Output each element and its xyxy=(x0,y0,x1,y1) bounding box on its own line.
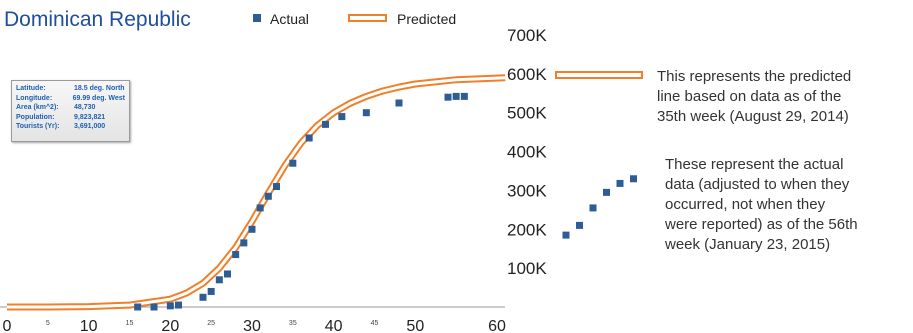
x-tick-label: 20 xyxy=(161,318,179,333)
actual-point xyxy=(362,109,370,117)
info-label: Latitude: xyxy=(16,85,46,92)
predicted-line-core xyxy=(7,76,506,309)
x-tick-label: 50 xyxy=(406,318,424,333)
x-tick-label-minor: 15 xyxy=(126,320,134,327)
predicted-line xyxy=(7,74,506,311)
info-row-longitude: Longitude: 69.99 deg. West xyxy=(16,94,125,104)
actual-point xyxy=(232,251,240,259)
x-tick-label-minor: 25 xyxy=(207,320,215,327)
annotation-predicted: This represents the predicted line based… xyxy=(657,68,851,125)
actual-point xyxy=(322,120,329,128)
info-label: Longitude: xyxy=(16,94,53,102)
actual-point xyxy=(460,92,468,100)
info-row-latitude: Latitude: 18.5 deg. North xyxy=(16,84,125,94)
annotation-predicted-line-2: line based on data as of the xyxy=(657,88,841,105)
y-tick-label: 300K xyxy=(507,181,547,200)
actual-point xyxy=(134,303,142,311)
actual-point xyxy=(199,293,207,301)
y-tick-label: 600K xyxy=(507,65,547,84)
info-value: 3,691,000 xyxy=(74,123,106,130)
legend: Actual Predicted xyxy=(253,11,456,27)
annotation-predicted-line-3: 35th week (August 29, 2014) xyxy=(657,108,849,125)
info-row-tourists: Tourists (Yr): 3,691,000 xyxy=(16,122,125,132)
annotation-actual-line-2: data (adjusted to when they xyxy=(665,176,850,193)
info-value: 9,823,821 xyxy=(74,113,106,121)
legend-actual-marker xyxy=(253,14,261,22)
x-tick-label: 60 xyxy=(488,318,506,333)
predicted-callout-line xyxy=(555,71,643,79)
annotation-actual-line-3: occurred, not when they xyxy=(665,196,826,213)
annotation-predicted-line-1: This represents the predicted xyxy=(657,68,851,85)
actual-point xyxy=(452,92,460,100)
legend-actual-label: Actual xyxy=(270,11,309,27)
actual-point xyxy=(150,303,158,311)
info-value: 48,730 xyxy=(74,104,96,111)
actual-point xyxy=(273,183,280,191)
inset-actual-point xyxy=(562,231,570,239)
actual-point xyxy=(395,99,403,107)
actual-point xyxy=(224,270,231,278)
actual-point xyxy=(248,225,256,233)
y-tick-label: 200K xyxy=(507,220,547,239)
info-row-area: Area (km^2): 48,730 xyxy=(16,103,125,113)
x-tick-label-minor: 35 xyxy=(289,320,297,327)
y-tick-label: 700K xyxy=(507,26,547,45)
actual-point xyxy=(166,302,174,310)
legend-predicted-label: Predicted xyxy=(397,11,456,27)
chart-title: Dominican Republic xyxy=(4,8,191,31)
inset-actual-point xyxy=(589,204,597,212)
inset-actual-point xyxy=(630,175,637,183)
x-tick-label-minor: 5 xyxy=(46,320,50,327)
legend-predicted-line xyxy=(348,14,387,22)
actual-point xyxy=(264,192,272,200)
actual-point xyxy=(305,134,313,142)
info-row-population: Population: 9,823,821 xyxy=(16,113,125,123)
inset-actual-markers xyxy=(562,175,637,239)
annotation-actual-line-1: These represent the actual xyxy=(665,156,843,173)
country-info-box: Latitude: 18.5 deg. North Longitude: 69.… xyxy=(11,80,130,142)
actual-point xyxy=(444,93,452,101)
inset-actual-point xyxy=(603,188,610,196)
inset-actual-point xyxy=(576,221,583,229)
actual-point xyxy=(207,287,215,295)
x-tick-label: 40 xyxy=(325,318,343,333)
actual-point xyxy=(256,204,264,212)
x-tick-label: 10 xyxy=(80,318,98,333)
annotation-actual: These represent the actual data (adjuste… xyxy=(664,156,858,253)
info-value: 69.99 deg. West xyxy=(72,94,125,102)
actual-point xyxy=(215,276,223,284)
actual-markers xyxy=(134,92,468,311)
x-tick-label-minor: 45 xyxy=(371,320,379,327)
actual-point xyxy=(338,113,346,121)
y-tick-labels: 100K 200K 300K 400K 500K 600K 700K xyxy=(507,26,547,278)
actual-point xyxy=(175,301,182,309)
annotation-actual-line-4: were reported) as of the 56th xyxy=(664,216,858,233)
actual-point xyxy=(240,239,248,247)
info-value: 18.5 deg. North xyxy=(74,85,125,92)
annotation-actual-line-5: week (January 23, 2015) xyxy=(664,236,830,253)
info-label: Area (km^2): xyxy=(16,104,59,111)
x-tick-label: 0 xyxy=(3,318,12,333)
info-label: Tourists (Yr): xyxy=(16,123,60,130)
y-tick-label: 100K xyxy=(507,259,547,278)
inset-actual-point xyxy=(616,179,624,187)
x-tick-label: 30 xyxy=(243,318,261,333)
info-label: Population: xyxy=(16,113,55,121)
callout-predicted-line xyxy=(555,71,643,79)
actual-point xyxy=(289,159,297,167)
y-tick-label: 500K xyxy=(507,104,547,123)
y-tick-label: 400K xyxy=(507,143,547,162)
x-tick-labels: 0 10 20 30 40 50 60 5 15 25 35 45 xyxy=(3,318,506,333)
